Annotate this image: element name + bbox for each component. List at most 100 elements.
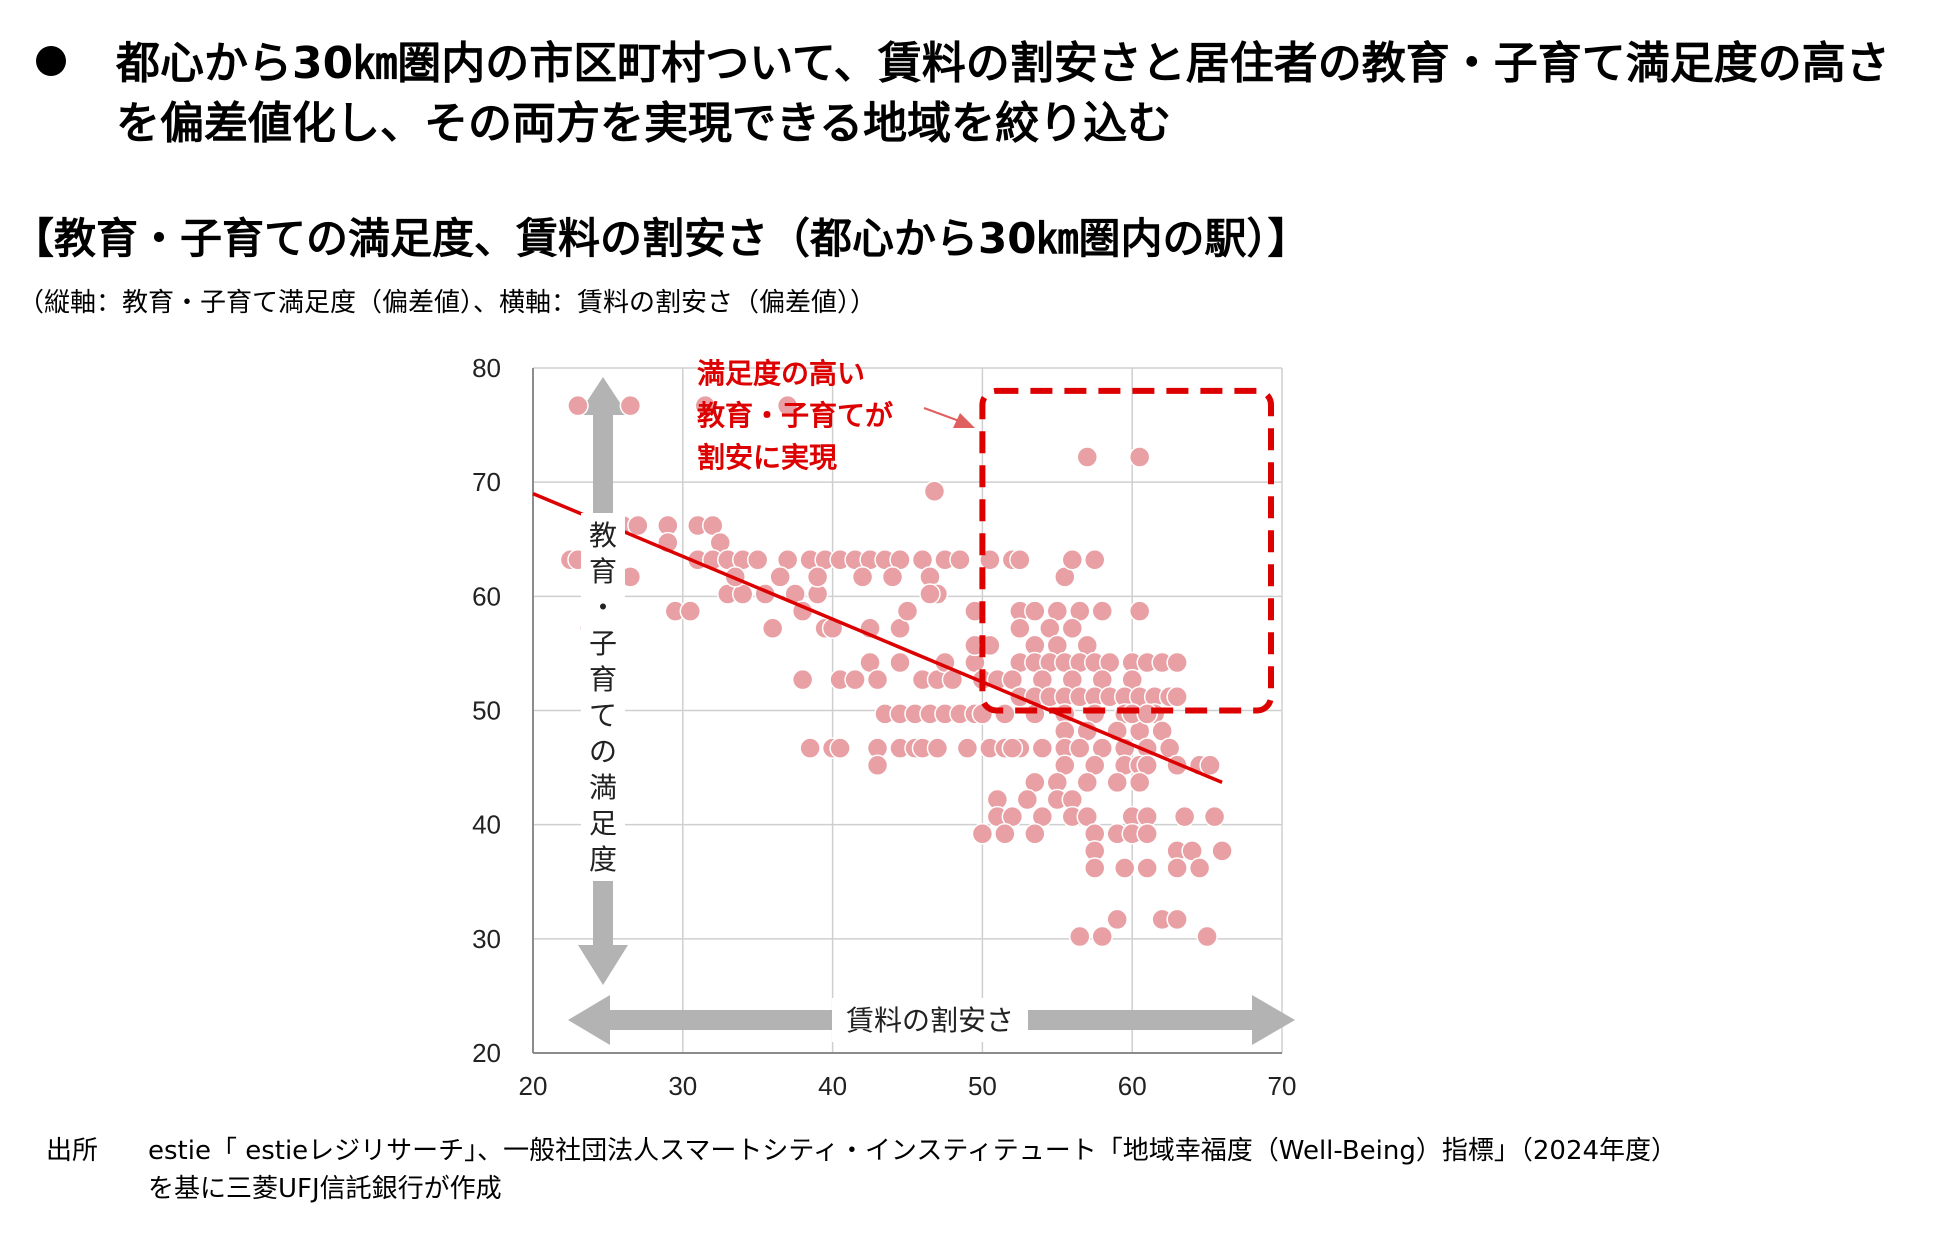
data-point (1128, 771, 1151, 794)
data-point (1084, 857, 1106, 879)
y-tick-label: 50 (472, 696, 501, 726)
x-arrow-head-right (1252, 995, 1295, 1045)
data-point (627, 514, 649, 537)
data-point (1166, 686, 1188, 708)
data-point (799, 737, 821, 759)
data-point (1136, 703, 1158, 725)
data-point (971, 823, 994, 845)
x-tick-label: 70 (1268, 1071, 1297, 1101)
data-point (829, 737, 851, 759)
x-tick-label: 50 (968, 1071, 997, 1101)
y-tick-label: 20 (472, 1038, 501, 1068)
data-point (1061, 549, 1084, 571)
data-point (919, 583, 941, 605)
y-arrow-label-char: の (589, 735, 617, 768)
data-point (923, 480, 946, 503)
y-arrow-label-char: 度 (589, 843, 617, 876)
data-point (1166, 908, 1188, 931)
data-point (1166, 857, 1188, 879)
x-arrow-label: 賃料の割安さ (846, 1004, 1014, 1037)
data-point (1031, 737, 1054, 759)
y-arrow-label-char: 満 (589, 771, 617, 804)
trend-line (532, 491, 1223, 785)
data-point (567, 394, 589, 417)
data-point (1188, 857, 1211, 879)
data-point (866, 668, 889, 691)
y-arrow-head-up (578, 377, 628, 415)
data-point (1069, 925, 1091, 948)
data-point (994, 703, 1016, 725)
data-point (1024, 823, 1046, 845)
data-point (1084, 549, 1106, 571)
data-point (844, 668, 866, 691)
highlight-region-box (979, 387, 1275, 714)
data-point (949, 549, 971, 571)
y-arrow-label-bg (581, 513, 625, 881)
data-point (1128, 600, 1151, 622)
data-point (694, 394, 717, 417)
data-point (1199, 754, 1221, 777)
data-point (994, 823, 1016, 845)
y-arrow-label-char: 育 (589, 663, 617, 696)
annotation-line: 教育・子育てが (697, 399, 893, 432)
data-point (1128, 446, 1151, 468)
data-point (1106, 908, 1128, 931)
data-point (956, 737, 979, 759)
x-tick-label: 30 (668, 1071, 697, 1101)
x-tick-label: 40 (818, 1071, 847, 1101)
data-point (769, 566, 791, 588)
annotation-pointer-head (953, 413, 975, 428)
data-point (1001, 737, 1024, 759)
scatter-points (559, 394, 1233, 948)
bullet-text: 都心から30㎞圏内の市区町村ついて、賃料の割安さと居住者の教育・子育て満足度の高… (116, 38, 1890, 149)
data-point (791, 668, 814, 691)
data-point (889, 651, 911, 674)
x-arrow-label-bg (832, 998, 1028, 1042)
annotation-line: 満足度の高い (697, 357, 865, 390)
annotation-pointer-line (923, 407, 963, 423)
data-point (1136, 823, 1158, 845)
y-arrow-label-char: ・ (589, 591, 617, 624)
source-line-1: estie「 estieレジリサーチ」、一般社団法人スマートシティ・インスティテ… (148, 1136, 1678, 1166)
data-point (851, 566, 874, 588)
data-point (1024, 600, 1046, 622)
y-tick-label: 70 (472, 467, 501, 497)
data-point (1136, 857, 1158, 879)
y-tick-label: 30 (472, 924, 501, 954)
y-arrow-label-char: て (589, 699, 617, 732)
source-label: 出所 (46, 1136, 99, 1166)
data-point (619, 394, 642, 417)
data-point (679, 600, 702, 622)
y-arrow-label-char: 教 (589, 519, 617, 552)
annotation-line: 割安に実現 (697, 441, 837, 474)
data-point (1106, 771, 1128, 794)
data-point (1196, 925, 1218, 948)
data-point (776, 394, 799, 417)
x-arrow-head-left (568, 995, 610, 1045)
data-point (1173, 805, 1196, 828)
data-point (866, 754, 889, 777)
data-point (1211, 840, 1233, 862)
data-point (1203, 805, 1226, 828)
y-arrow-label-char: 子 (589, 627, 617, 660)
data-point (896, 600, 919, 622)
data-point (1016, 788, 1039, 811)
y-tick-label: 60 (472, 581, 501, 611)
data-point (1076, 446, 1099, 468)
data-point (1009, 617, 1031, 640)
data-point (1166, 651, 1188, 674)
data-point (761, 617, 784, 640)
data-point (1091, 925, 1113, 948)
data-point (1069, 737, 1091, 759)
y-arrow-label-char: 足 (589, 807, 617, 840)
data-point (1113, 857, 1136, 879)
y-tick-label: 80 (472, 353, 501, 383)
bullet-dot-icon (36, 46, 66, 76)
y-arrow-label-char: 育 (589, 555, 617, 588)
x-tick-label: 60 (1118, 1071, 1147, 1101)
data-point (746, 549, 769, 571)
chart-title: 【教育・子育ての満足度、賃料の割安さ（都心から30㎞圏内の駅）】 (12, 214, 1310, 263)
y-tick-label: 40 (472, 810, 501, 840)
